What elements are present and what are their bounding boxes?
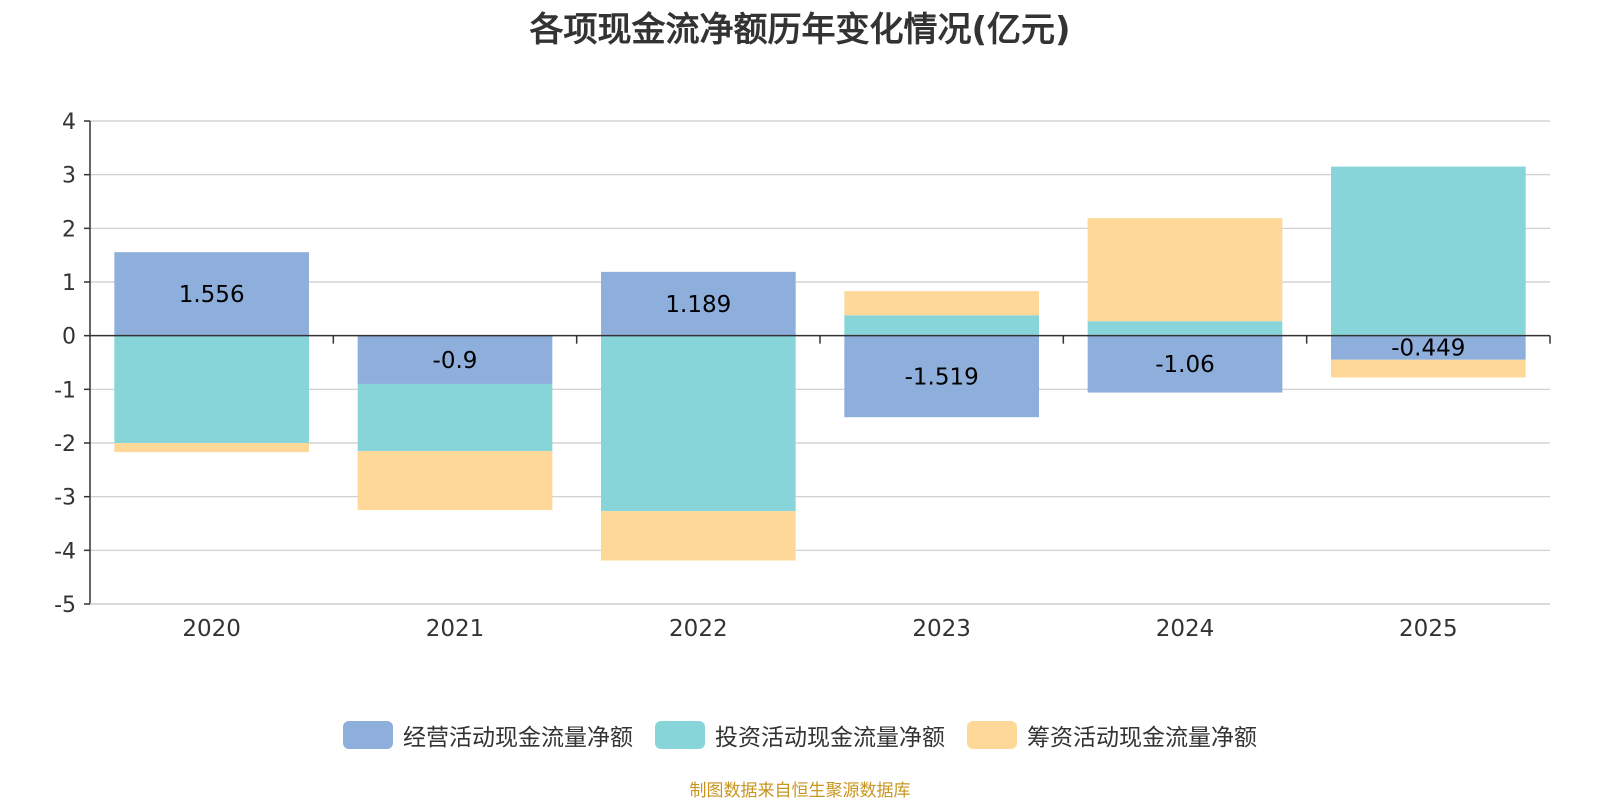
data-label: -0.9 (433, 348, 478, 374)
x-tick-label: 2022 (669, 616, 728, 642)
bar-segment (844, 291, 1039, 316)
x-tick-label: 2025 (1399, 616, 1458, 642)
bar-segment (1087, 321, 1283, 336)
bar-segment (114, 252, 309, 336)
bar-segment (357, 335, 553, 384)
source-note: 制图数据来自恒生聚源数据库 (689, 781, 911, 801)
bar-segment (114, 443, 309, 453)
legend-swatch (655, 721, 705, 749)
legend-item[interactable]: 筹资活动现金流量净额 (967, 718, 1257, 752)
bar-segment (601, 511, 796, 561)
bar-segment (1331, 166, 1526, 336)
legend-label: 经营活动现金流量净额 (403, 725, 633, 751)
x-tick-label: 2023 (912, 616, 971, 642)
legend-swatch (343, 721, 393, 749)
legend-label: 筹资活动现金流量净额 (1027, 725, 1257, 751)
bar-segment (601, 271, 796, 336)
legend-label: 投资活动现金流量净额 (715, 725, 945, 751)
data-label: -1.06 (1155, 352, 1215, 378)
y-tick-label: -5 (54, 593, 76, 618)
data-label: 1.189 (665, 292, 731, 318)
bar-segment (114, 335, 309, 443)
bar-segment (1087, 218, 1283, 322)
legend-item[interactable]: 投资活动现金流量净额 (655, 718, 945, 752)
y-tick-label: 3 (62, 164, 76, 189)
chart-title: 各项现金流净额历年变化情况(亿元) (529, 10, 1071, 50)
y-tick-label: 1 (62, 271, 76, 296)
data-label: 1.556 (179, 282, 245, 308)
bar-segment (601, 335, 796, 512)
bar-segment (844, 335, 1039, 418)
y-tick-label: -3 (54, 486, 76, 511)
bar-segment (844, 315, 1039, 336)
y-tick-label: 0 (62, 325, 76, 350)
y-tick-label: 2 (62, 217, 76, 242)
x-tick-label: 2020 (182, 616, 241, 642)
legend: 经营活动现金流量净额 投资活动现金流量净额 筹资活动现金流量净额 (0, 718, 1600, 752)
x-tick-label: 2021 (426, 616, 485, 642)
data-label: -1.519 (905, 364, 979, 390)
legend-item[interactable]: 经营活动现金流量净额 (343, 718, 633, 752)
y-tick-label: -1 (54, 378, 76, 403)
data-labels: 1.556 -0.9 1.189 -1.519 -1.06 -0.449 (179, 282, 1466, 391)
bar-segment (1087, 335, 1283, 393)
bar-segment (1331, 359, 1526, 378)
y-tick-label: -2 (54, 432, 76, 457)
data-label: -0.449 (1391, 336, 1465, 362)
bar-segment (357, 383, 553, 452)
y-tick-label: 4 (62, 110, 76, 135)
bar-segment (1331, 335, 1526, 360)
y-tick-label: -4 (54, 539, 76, 564)
axes: 4 3 2 1 0 -1 -2 -3 -4 -5 2020 2021 2022 2023 2024 2025 (54, 110, 1551, 642)
bars (114, 166, 1526, 561)
bar-segment (357, 451, 553, 511)
legend-swatch (967, 721, 1017, 749)
x-tick-label: 2024 (1156, 616, 1215, 642)
